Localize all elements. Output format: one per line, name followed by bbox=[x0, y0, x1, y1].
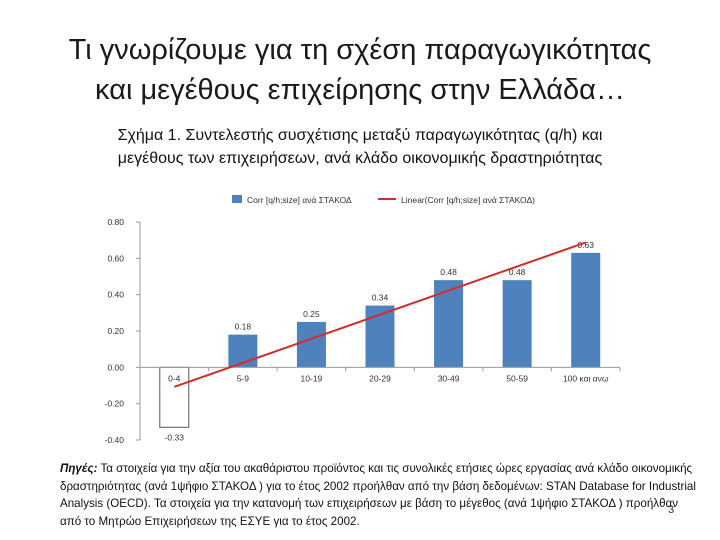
y-tick-label: 0.40 bbox=[107, 290, 124, 300]
slide-title: Τι γνωρίζουμε για τη σχέση παραγωγικότητ… bbox=[20, 30, 700, 110]
data-label: 0.63 bbox=[577, 240, 594, 250]
data-label: 0.18 bbox=[235, 322, 252, 332]
correlation-bar-chart: Corr [q/h;size] ανά ΣΤΑΚΟΔ Linear(Corr [q… bbox=[105, 195, 621, 445]
x-tick-label: 5-9 bbox=[237, 373, 250, 383]
slide-title-line-1: Τι γνωρίζουμε για τη σχέση παραγωγικότητ… bbox=[68, 34, 652, 66]
x-tick-label: 30-49 bbox=[438, 373, 460, 383]
data-label: 0.48 bbox=[509, 267, 526, 277]
x-tick-label: 50-59 bbox=[506, 373, 528, 383]
bar bbox=[296, 321, 326, 368]
data-label: 0.25 bbox=[303, 309, 320, 319]
x-tick-label: 0-4 bbox=[168, 373, 181, 383]
legend-swatch-bars bbox=[232, 195, 242, 203]
figure-caption-line-1: Σχήμα 1. Συντελεστής συσχέτισης μεταξύ π… bbox=[117, 127, 603, 144]
figure-caption-line-2: μεγέθους των επιχειρήσεων, ανά κλάδο οικ… bbox=[117, 150, 603, 167]
bar bbox=[502, 280, 532, 368]
legend-label-bars: Corr [q/h;size] ανά ΣΤΑΚΟΔ bbox=[247, 195, 352, 205]
x-tick-label: 100 και ανω bbox=[563, 373, 609, 383]
y-tick-label: 0.20 bbox=[107, 326, 124, 336]
data-label: 0.34 bbox=[372, 293, 389, 303]
x-tick-label: 20-29 bbox=[369, 373, 391, 383]
source-label: Πηγές: bbox=[60, 462, 98, 475]
source-note: Πηγές: Τα στοιχεία για την αξία του ακαθ… bbox=[60, 460, 700, 530]
data-label: -0.33 bbox=[165, 432, 185, 442]
source-text: Τα στοιχεία για την αξία του ακαθάριστου… bbox=[60, 462, 696, 528]
x-tick-label: 10-19 bbox=[301, 373, 323, 383]
slide-title-line-2: και μεγέθους επιχείρησης στην Ελλάδα… bbox=[95, 74, 625, 106]
figure-caption: Σχήμα 1. Συντελεστής συσχέτισης μεταξύ π… bbox=[0, 124, 720, 170]
y-tick-label: 0.80 bbox=[107, 217, 124, 227]
y-tick-label: 0.60 bbox=[107, 253, 124, 263]
page-number: 3 bbox=[668, 504, 675, 516]
trendline bbox=[173, 241, 587, 388]
data-label: 0.48 bbox=[440, 267, 457, 277]
bar bbox=[571, 252, 601, 368]
y-tick-label: -0.20 bbox=[105, 399, 125, 409]
y-tick-label: -0.40 bbox=[105, 435, 125, 445]
bar bbox=[365, 305, 395, 368]
legend-label-trendline: Linear(Corr [q/h;size] ανά ΣΤΑΚΟΔ) bbox=[401, 195, 535, 205]
y-tick-label: 0.00 bbox=[107, 362, 124, 372]
